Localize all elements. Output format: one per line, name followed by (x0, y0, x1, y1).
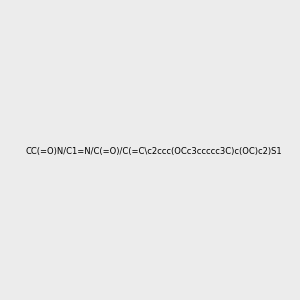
Text: CC(=O)N/C1=N/C(=O)/C(=C\c2ccc(OCc3ccccc3C)c(OC)c2)S1: CC(=O)N/C1=N/C(=O)/C(=C\c2ccc(OCc3ccccc3… (26, 147, 282, 156)
